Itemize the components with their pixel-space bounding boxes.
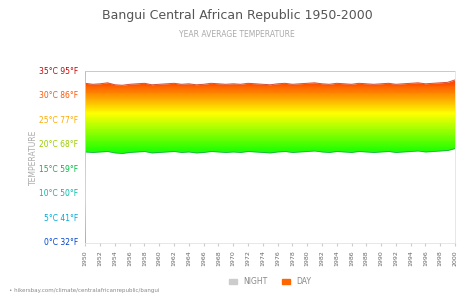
Text: • hikersbay.com/climate/centralafricanrepublic/bangui: • hikersbay.com/climate/centralafricanre… <box>9 288 160 293</box>
Text: 10°C 50°F: 10°C 50°F <box>39 189 78 198</box>
Text: Bangui Central African Republic 1950-2000: Bangui Central African Republic 1950-200… <box>101 9 373 22</box>
Text: 25°C 77°F: 25°C 77°F <box>39 116 78 125</box>
Text: 30°C 86°F: 30°C 86°F <box>39 91 78 100</box>
Text: YEAR AVERAGE TEMPERATURE: YEAR AVERAGE TEMPERATURE <box>179 30 295 38</box>
Text: TEMPERATURE: TEMPERATURE <box>29 129 38 185</box>
Legend: NIGHT, DAY: NIGHT, DAY <box>226 274 314 289</box>
Text: 15°C 59°F: 15°C 59°F <box>39 165 78 174</box>
Text: 20°C 68°F: 20°C 68°F <box>39 140 78 149</box>
Text: 5°C 41°F: 5°C 41°F <box>44 214 78 223</box>
Text: 0°C 32°F: 0°C 32°F <box>44 238 78 247</box>
Text: 35°C 95°F: 35°C 95°F <box>39 67 78 75</box>
